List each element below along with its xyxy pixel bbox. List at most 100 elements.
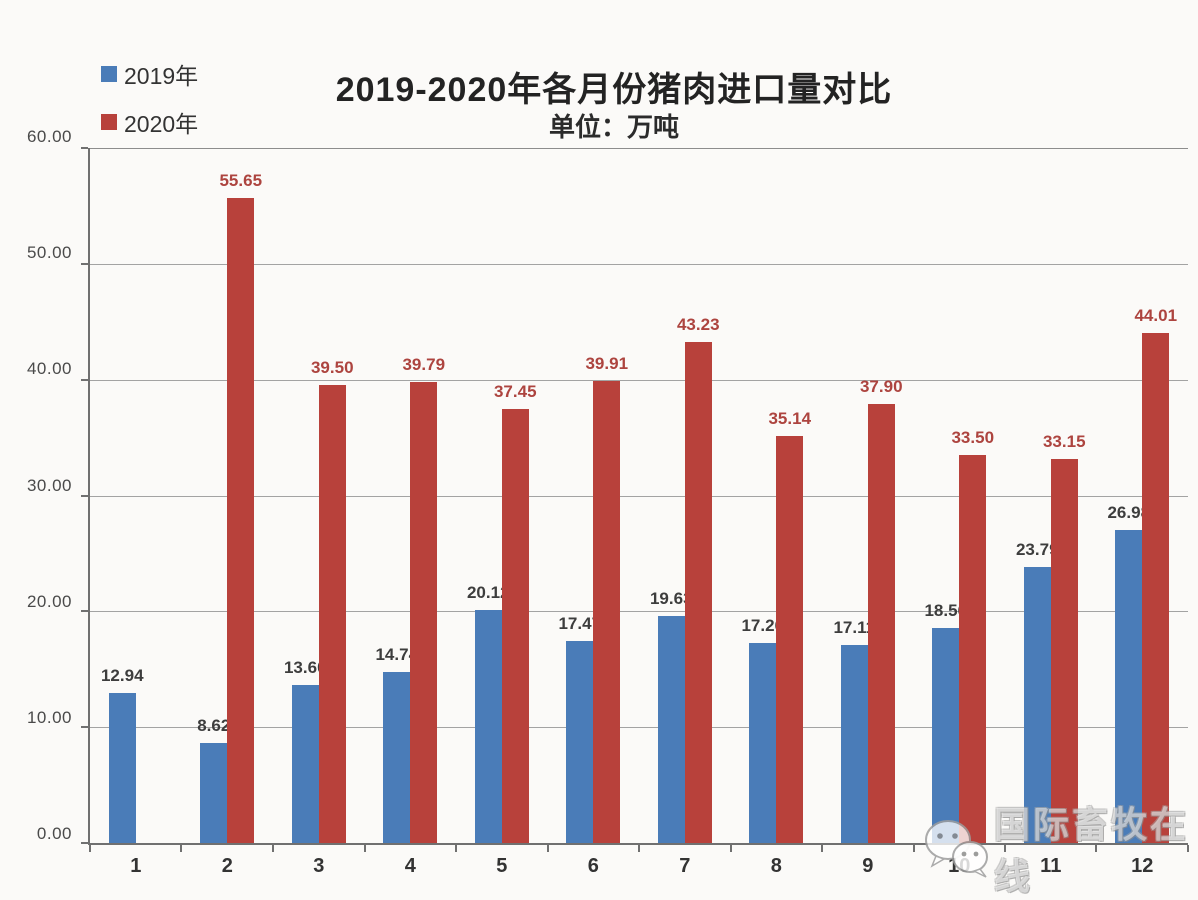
bar-label-2020年-month-3: 39.50 [310,358,354,378]
legend-swatch [101,114,117,130]
bar-slot-2020年-month-6: 39.91 [585,148,628,843]
bar-2019年-month-2 [200,743,228,843]
x-axis-label-month-2: 2 [221,855,233,877]
bar-slot-2020年-month-8: 35.14 [768,148,811,843]
bar-2020年-month-11 [1050,459,1078,843]
bar-label-2019年-month-9: 17.11 [833,617,876,637]
bar-2020年-month-2 [227,198,255,843]
bar-2019年-month-4 [383,672,411,843]
y-axis-tick [81,842,88,844]
category-month-8: 17.26 35.14 8 [731,148,823,877]
bar-slot-2020年-month-7: 43.23 [677,148,720,843]
y-axis-label: 10.00 [26,707,72,727]
bar-slot-2019年-month-10: 18.56 [924,148,967,843]
bar-2020年-month-8 [776,435,804,843]
legend-label: 2019年 [124,63,199,89]
bar-slot-2019年-month-2: 8.62 [197,148,230,843]
x-axis-label-month-3: 3 [313,855,325,877]
bar-label-2020年-month-7: 43.23 [676,315,720,335]
bar-slot-2020年-month-9: 37.90 [860,148,903,843]
category-month-2: 8.62 55.65 2 [182,148,274,877]
category-month-5: 20.12 37.45 5 [456,148,548,877]
legend-swatch [101,66,117,82]
x-axis-label-month-12: 12 [1131,855,1154,877]
bar-slot-2019年-month-1: 12.94 [101,148,144,843]
bar-label-2020年-month-11: 33.15 [1042,432,1086,452]
x-axis-tick [820,845,823,852]
gridline-60 [90,148,1188,149]
x-axis-tick [1187,845,1189,852]
bar-label-2019年-month-5: 20.12 [466,582,510,602]
x-axis-tick [638,845,640,852]
legend: 2019年 2020年 [101,57,198,139]
bar-slot-2020年-month-5: 37.45 [494,148,537,843]
y-axis-tick [81,494,88,497]
gridline-10 [90,727,1188,729]
bar-label-2020年-month-12: 44.01 [1134,306,1178,326]
gridline-20 [90,611,1188,613]
bar-slot-2019年-month-8: 17.26 [741,148,784,843]
bar-2020年-month-3 [318,385,346,843]
bar-slot-2019年-month-7: 19.63 [650,148,693,843]
bar-label-2019年-month-8: 17.26 [741,616,785,636]
gridline-50 [90,263,1188,265]
category-month-9: 17.11 37.90 9 [822,148,914,877]
y-axis-label: 0.00 [36,824,72,843]
y-axis-labels: 0.00 10.00 20.00 30.00 40.00 50.00 60.00 [0,127,78,845]
bar-2019年-month-6 [566,640,594,843]
bar-slot-2020年-month-10: 33.50 [951,148,994,843]
category-month-12: 26.98 44.01 12 [1097,148,1189,877]
y-axis-label: 60.00 [26,127,72,146]
bar-2020年-month-12 [1142,333,1170,843]
bar-label-2020年-month-8: 35.14 [768,408,812,428]
bar-slot-2019年-month-6: 17.47 [558,148,601,843]
bar-label-2019年-month-1: 12.94 [100,666,144,686]
y-axis-tick [81,378,88,381]
category-month-4: 14.74 39.79 4 [365,148,457,877]
bar-slot-2019年-month-9: 17.11 [833,148,875,843]
bar-2020年-month-7 [684,342,712,843]
gridline-40 [90,379,1188,381]
bar-2020年-month-10 [959,454,987,843]
bar-2020年-month-6 [593,380,621,843]
bar-slot-2019年-month-12: 26.98 [1107,148,1150,843]
bar-2020年-month-9 [867,404,895,843]
x-axis-label-month-4: 4 [404,855,416,877]
x-axis-tick [1004,845,1006,852]
bar-slot-2020年-month-1 [136,148,163,843]
gridline-30 [90,495,1188,497]
watermark: 国际畜牧在线 [922,796,1198,900]
x-axis-tick [89,845,91,852]
bar-label-2019年-month-4: 14.74 [375,645,419,665]
x-axis-label-month-6: 6 [587,855,599,877]
bar-2019年-month-1 [108,693,136,843]
bar-label-2020年-month-9: 37.90 [859,377,903,396]
x-axis-tick [546,845,549,852]
bar-label-2020年-month-5: 37.45 [493,382,537,402]
bar-label-2019年-month-10: 18.56 [924,601,968,621]
y-axis-label: 20.00 [26,591,72,611]
watermark-text: 国际畜牧在线 [994,804,1190,897]
bar-2020年-month-5 [501,409,529,843]
bar-2019年-month-7 [657,615,685,843]
x-axis-tick [729,845,732,852]
y-axis-label: 50.00 [26,243,72,263]
bar-slot-2020年-month-3: 39.50 [311,148,354,843]
x-axis-label-month-8: 8 [770,855,782,877]
y-axis-label: 30.00 [26,475,72,495]
y-axis-tick [81,262,88,265]
legend-item-2019年: 2019年 [101,57,198,91]
chart-title: 2019-2020年各月份猪肉进口量对比 [335,71,893,109]
bar-label-2020年-month-6: 39.91 [585,353,629,373]
bar-2019年-month-3 [291,685,319,843]
x-axis-label-month-9: 9 [862,855,874,877]
bar-2019年-month-5 [474,609,502,843]
bar-label-2020年-month-10: 33.50 [951,427,995,447]
bar-label-2019年-month-12: 26.98 [1107,503,1151,523]
x-axis-label-month-1: 1 [130,855,142,877]
x-axis-tick [363,845,366,852]
x-axis-label-month-5: 5 [496,855,508,877]
bar-slot-2020年-month-4: 39.79 [402,148,445,843]
